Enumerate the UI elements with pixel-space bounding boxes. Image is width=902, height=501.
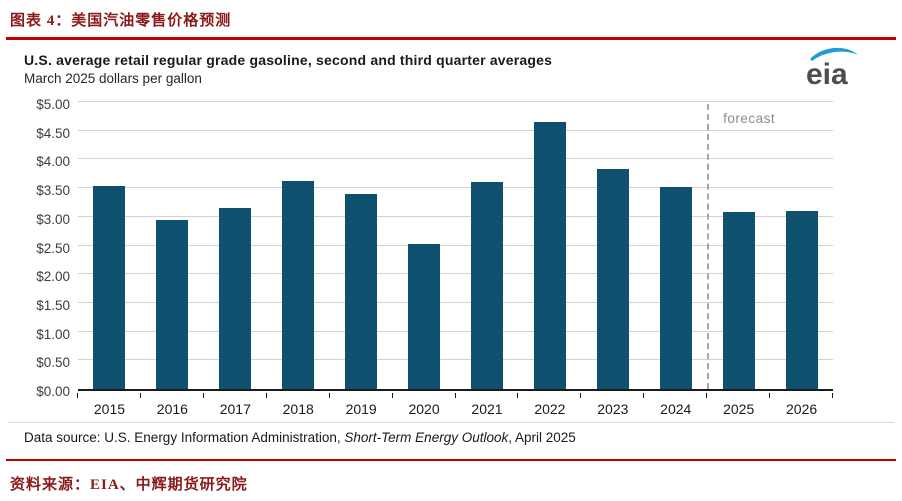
x-tick-label: 2023 xyxy=(597,401,629,417)
gridline xyxy=(78,273,833,275)
chart-header: U.S. average retail regular grade gasoli… xyxy=(24,47,878,90)
top-rule xyxy=(6,37,896,40)
x-axis-tick xyxy=(391,393,393,398)
x-tick-label: 2024 xyxy=(660,401,692,417)
bar-2020 xyxy=(408,243,441,389)
bar-2018 xyxy=(282,181,315,389)
gridline xyxy=(78,330,833,332)
chart-subtitle: March 2025 dollars per gallon xyxy=(24,71,202,86)
x-axis-labels: 2015 2016 2017 2018 2019 2020 2021 2022 2023 2024… xyxy=(78,401,833,417)
x-tick-label: 2026 xyxy=(786,401,818,417)
data-source-suffix: , April 2025 xyxy=(508,430,576,445)
forecast-divider xyxy=(707,104,710,389)
bar-slot xyxy=(204,208,267,389)
data-source: Data source: U.S. Energy Information Adm… xyxy=(24,430,878,445)
y-tick-label: $3.50 xyxy=(36,183,70,199)
bar-slot xyxy=(267,181,330,389)
bar-slot xyxy=(644,186,707,389)
data-source-publication: Short-Term Energy Outlook xyxy=(344,430,509,445)
forecast-label: forecast xyxy=(723,111,776,126)
bar-2025 xyxy=(722,212,755,389)
gridline xyxy=(78,129,833,131)
x-tick-label: 2022 xyxy=(534,401,566,417)
plot-area: forecast xyxy=(78,101,833,391)
x-axis-tick xyxy=(265,393,267,398)
x-tick-label: 2015 xyxy=(93,401,126,417)
chart-title: U.S. average retail regular grade gasoli… xyxy=(24,52,553,68)
x-tick-label: 2025 xyxy=(723,401,755,417)
y-tick-label: $0.50 xyxy=(36,355,70,371)
bars xyxy=(78,104,833,389)
bar-2024 xyxy=(659,186,692,389)
y-tick-label: $1.00 xyxy=(36,326,70,342)
x-tick-label: 2017 xyxy=(219,401,251,417)
x-axis-ticks xyxy=(77,391,833,399)
x-axis-tick xyxy=(517,393,519,398)
x-tick-label: 2016 xyxy=(156,401,188,417)
gridline xyxy=(78,301,833,303)
bar-slot xyxy=(456,181,519,389)
bar-slot xyxy=(78,185,141,389)
bottom-rule xyxy=(6,459,896,461)
bar-slot xyxy=(330,193,393,389)
bar-slot xyxy=(707,212,770,389)
y-tick-label: $4.00 xyxy=(36,154,70,170)
gridline xyxy=(78,187,833,189)
bar-2017 xyxy=(219,208,252,389)
gridline xyxy=(78,244,833,246)
bar-2023 xyxy=(596,168,629,389)
gridline xyxy=(78,359,833,361)
report-source: 资料来源：EIA、中辉期货研究院 xyxy=(10,477,248,493)
x-tick-label: 2019 xyxy=(345,401,377,417)
x-axis-tick xyxy=(139,393,141,398)
x-axis-tick xyxy=(832,393,833,398)
x-axis-tick xyxy=(706,393,708,398)
bar-slot xyxy=(393,243,456,389)
x-axis-tick xyxy=(643,393,645,398)
figure-caption: 图表 4：美国汽油零售价格预测 xyxy=(10,13,232,29)
bar-slot xyxy=(770,211,833,389)
x-tick-label: 2021 xyxy=(471,401,503,417)
eia-chart-figure: U.S. average retail regular grade gasoli… xyxy=(24,47,878,445)
x-tick-label: 2020 xyxy=(408,401,440,417)
bar-2016 xyxy=(156,219,189,389)
y-axis: $0.00 $0.50 $1.00 $1.50 $2.00 $2.50 $3.00 $3.50… xyxy=(24,97,70,399)
bar-slot xyxy=(141,219,204,389)
x-tick-label: 2018 xyxy=(282,401,314,417)
bar-2015 xyxy=(93,185,126,389)
y-tick-label: $2.00 xyxy=(36,269,70,285)
chart-titles: U.S. average retail regular grade gasoli… xyxy=(24,52,552,86)
bar-2019 xyxy=(345,193,378,389)
data-source-prefix: Data source: U.S. Energy Information Adm… xyxy=(24,430,345,445)
y-tick-label: $3.00 xyxy=(36,211,70,227)
bar-slot xyxy=(581,168,644,389)
y-tick-label: $4.50 xyxy=(36,125,70,141)
gridline xyxy=(78,215,833,217)
x-axis-tick xyxy=(328,393,330,398)
figure-bottom-edge xyxy=(8,422,894,423)
gridline xyxy=(78,101,833,102)
x-axis-tick xyxy=(769,393,771,398)
chart-area: $0.00 $0.50 $1.00 $1.50 $2.00 $2.50 $3.00 $3.50… xyxy=(24,97,878,422)
gridline xyxy=(78,158,833,160)
eia-swoosh-icon xyxy=(810,47,858,61)
x-axis-tick xyxy=(454,393,456,398)
x-axis-tick xyxy=(202,393,204,398)
y-tick-label: $5.00 xyxy=(36,97,70,112)
eia-logo: eia xyxy=(806,47,858,90)
eia-logo-text: eia xyxy=(806,58,848,90)
y-tick-label: $0.00 xyxy=(36,384,70,399)
y-tick-label: $2.50 xyxy=(36,240,70,256)
y-tick-label: $1.50 xyxy=(36,297,70,313)
x-axis-tick xyxy=(580,393,582,398)
bar-2022 xyxy=(533,122,566,389)
bar-slot xyxy=(518,122,581,389)
bar-2026 xyxy=(785,211,818,389)
bar-2021 xyxy=(470,181,503,389)
x-axis-tick xyxy=(77,393,78,398)
